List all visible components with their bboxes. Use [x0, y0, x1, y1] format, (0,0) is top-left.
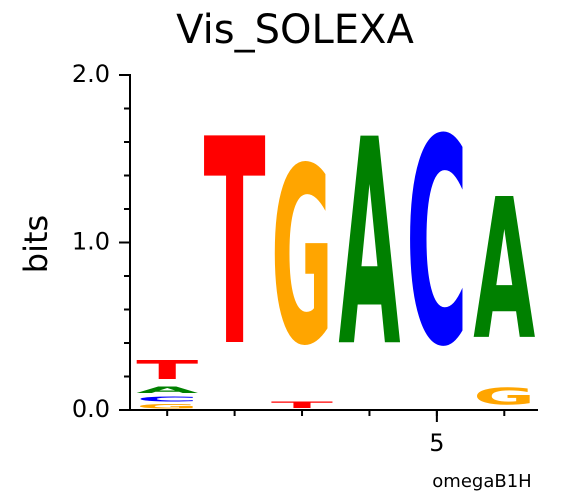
letter: T: [204, 79, 266, 409]
letter: T: [271, 400, 333, 410]
letter: G: [136, 403, 198, 410]
y-tick-label: 0.0: [72, 395, 110, 423]
y-tick-label: 1.0: [72, 228, 110, 256]
x-tick-label: 5: [429, 429, 444, 457]
letter: G: [271, 117, 333, 399]
letter: A: [338, 81, 400, 410]
letter: A: [473, 158, 535, 383]
letter: T: [136, 355, 199, 385]
chart-title: Vis_SOLEXA: [176, 7, 414, 53]
letter: A: [136, 385, 198, 395]
letter: C: [136, 395, 198, 403]
y-axis-label: bits: [17, 215, 55, 273]
y-tick-label: 2.0: [72, 60, 110, 88]
x-axis-label: omegaB1H: [432, 471, 531, 492]
letter: C: [406, 80, 468, 409]
letter: G: [473, 384, 535, 411]
